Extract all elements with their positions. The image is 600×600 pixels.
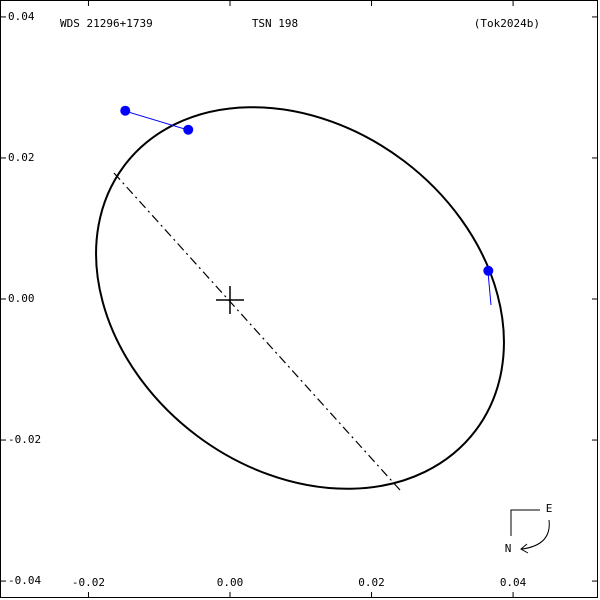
observation [120, 105, 131, 116]
orbit [95, 106, 505, 490]
y-tick-label: 0.00 [8, 292, 35, 305]
compass-east: E [546, 502, 553, 515]
compass-north: N [505, 542, 512, 555]
line-of-nodes [113, 172, 401, 491]
compass [510, 509, 540, 536]
y-tick-label: -0.02 [8, 433, 41, 446]
x-tick-label: -0.02 [72, 576, 105, 589]
observation [483, 265, 494, 276]
x-tick-label: 0.02 [358, 576, 385, 589]
residual [487, 271, 492, 306]
chart-title: TSN 198 [252, 17, 298, 30]
residual [124, 110, 189, 131]
system-label: WDS 21296+1739 [60, 17, 153, 30]
y-tick-label: -0.04 [8, 574, 41, 587]
x-tick-label: 0.00 [217, 576, 244, 589]
y-tick-label: 0.02 [8, 151, 35, 164]
compass-arrow [520, 519, 550, 554]
reference-label: (Tok2024b) [474, 17, 540, 30]
y-tick-label: 0.04 [8, 10, 35, 23]
observation [183, 124, 194, 135]
x-tick-label: 0.04 [500, 576, 527, 589]
